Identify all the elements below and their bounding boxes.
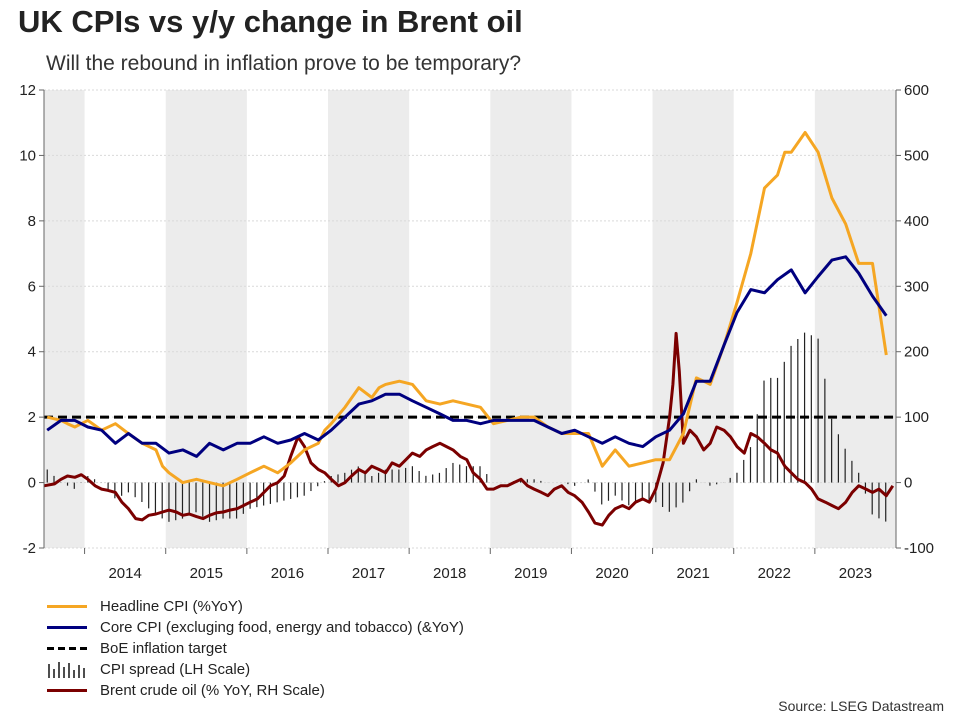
legend-item-brent: Brent crude oil (% YoY, RH Scale) (46, 680, 464, 701)
legend-item-headline: Headline CPI (%YoY) (46, 596, 464, 617)
y-tick-label-left: 10 (19, 147, 36, 164)
y-tick-label-left: 4 (28, 344, 36, 361)
x-tick-label: 2015 (190, 565, 223, 582)
series-lines (43, 131, 895, 527)
y-tick-label-right: 200 (904, 344, 929, 361)
headline-cpi-line (46, 131, 888, 488)
y-tick-label-left: 12 (19, 82, 36, 99)
y-tick-label-right: 500 (904, 147, 929, 164)
y-tick-label-right: 300 (904, 278, 929, 295)
cpi-spread-bars (46, 332, 887, 522)
x-tick-label: 2022 (758, 565, 791, 582)
x-tick-label: 2020 (595, 565, 628, 582)
legend-label: BoE inflation target (100, 640, 227, 657)
y-tick-label-right: 400 (904, 213, 929, 230)
y-tick-label-left: 8 (28, 213, 36, 230)
legend-item-target: BoE inflation target (46, 638, 464, 659)
year-band (44, 90, 85, 548)
x-tick-label: 2021 (676, 565, 709, 582)
legend-item-core: Core CPI (excluging food, energy and tob… (46, 617, 464, 638)
legend-label: Brent crude oil (% YoY, RH Scale) (100, 682, 325, 699)
dashed-line-icon (47, 647, 87, 650)
x-tick-label: 2023 (839, 565, 872, 582)
legend: Headline CPI (%YoY) Core CPI (excluging … (46, 596, 464, 701)
x-tick-label: 2018 (433, 565, 466, 582)
y-tick-label-left: 6 (28, 278, 36, 295)
axes: -2 0 2 4 6 8 10 12 -100 0 100 200 300 400 500 600 2014 20… (19, 82, 934, 582)
source-note: Source: LSEG Datastream (778, 698, 944, 714)
y-tick-label-right: 100 (904, 409, 929, 426)
core-cpi-line (46, 255, 888, 458)
x-tick-label: 2019 (514, 565, 547, 582)
y-tick-label-left: 0 (28, 475, 36, 492)
chart-title: UK CPIs vs y/y change in Brent oil (18, 4, 523, 39)
x-tick-label: 2014 (108, 565, 141, 582)
y-tick-label-right: 0 (904, 475, 912, 492)
year-band (328, 90, 410, 548)
year-band (490, 90, 572, 548)
chart-subtitle: Will the rebound in inflation prove to b… (46, 52, 522, 75)
legend-label: CPI spread (LH Scale) (100, 661, 251, 678)
y-tick-label-left: -2 (23, 540, 36, 557)
y-tick-label-right: 600 (904, 82, 929, 99)
vertical-bars-icon (48, 662, 85, 678)
x-tick-label: 2017 (352, 565, 385, 582)
y-tick-label-right: -100 (904, 540, 934, 557)
solid-line-icon (47, 689, 87, 692)
legend-label: Core CPI (excluging food, energy and tob… (100, 619, 464, 636)
x-tick-label: 2016 (271, 565, 304, 582)
brent-line (43, 331, 895, 527)
year-band (883, 90, 896, 548)
solid-line-icon (47, 626, 87, 629)
legend-item-spread: CPI spread (LH Scale) (46, 659, 464, 680)
y-tick-label-left: 2 (28, 409, 36, 426)
year-bands (44, 90, 896, 548)
year-band (652, 90, 734, 548)
year-band (165, 90, 247, 548)
year-band (814, 90, 896, 548)
legend-label: Headline CPI (%YoY) (100, 598, 243, 615)
solid-line-icon (47, 605, 87, 608)
